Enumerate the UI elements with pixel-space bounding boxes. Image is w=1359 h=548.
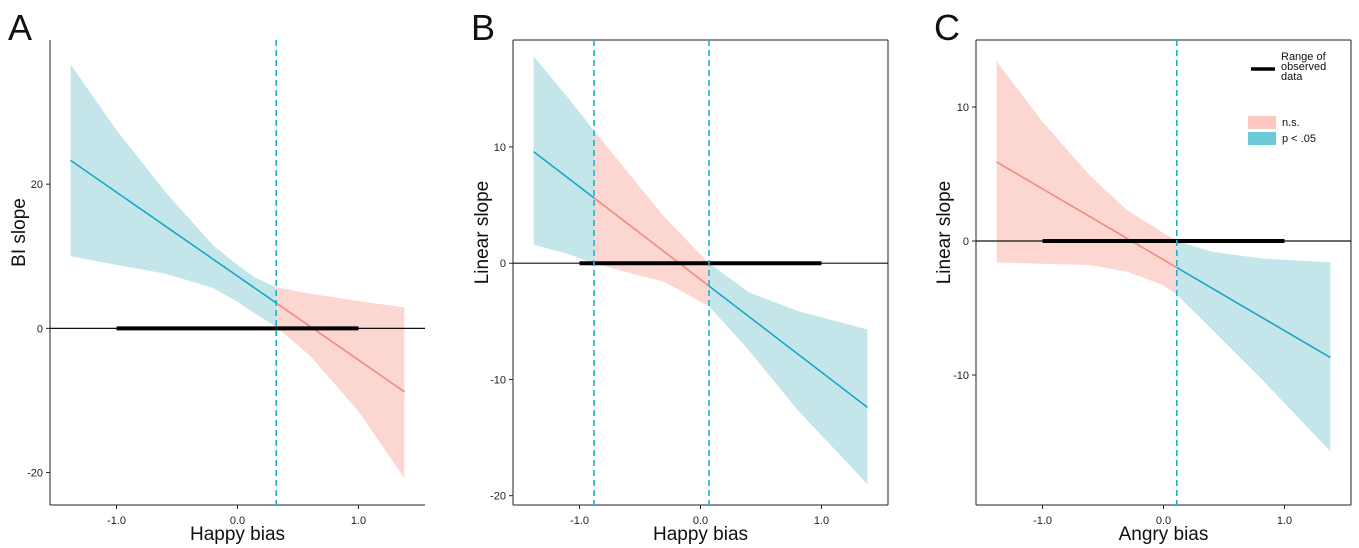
y-tick-label: -20: [490, 491, 506, 503]
y-tick-label: 10: [494, 142, 506, 154]
legend-range-label: Range of: [1281, 51, 1327, 63]
panel-letter: B: [471, 7, 495, 48]
y-axis-title: Linear slope: [472, 181, 493, 285]
significant-band-3: [709, 263, 868, 485]
significant-slope-line-1: [533, 150, 595, 199]
panel-c: -1.0 0.0 1.0 -10 0 10 C Angry bias Linear slope: [934, 7, 1352, 545]
x-tick-label: -1.0: [1033, 515, 1052, 527]
y-tick-label: 20: [31, 179, 43, 191]
nonsignificant-band-1: [996, 61, 1177, 295]
legend-swatch: [1248, 116, 1276, 129]
x-tick-label: -1.0: [107, 515, 126, 527]
significant-slope-line-1: [70, 159, 277, 304]
x-tick-label: 0.0: [230, 515, 245, 527]
panel-letter: C: [934, 7, 960, 48]
x-tick-label: 1.0: [1277, 515, 1292, 527]
significant-slope-line-2: [1176, 266, 1331, 359]
y-tick-label: 0: [37, 323, 43, 335]
legend-item-label: n.s.: [1282, 117, 1300, 129]
x-axis-title: Happy bias: [653, 524, 748, 545]
legend-swatch: [1248, 132, 1276, 145]
significant-slope-line-3: [708, 285, 868, 408]
significant-band-1: [70, 64, 277, 327]
x-axis-title: Happy bias: [190, 524, 285, 545]
panel-a: -1.0 0.0 1.0 -20 0 20 A Happy bias BI slope: [8, 7, 425, 545]
nonsignificant-band-2: [594, 130, 709, 307]
y-tick-label: -10: [953, 370, 969, 382]
y-tick-label: 0: [963, 236, 969, 248]
legend-range-label: observed: [1281, 61, 1326, 73]
x-tick-label: 1.0: [351, 515, 366, 527]
y-tick-label: -10: [490, 374, 506, 386]
significant-band-2: [1176, 241, 1331, 452]
x-axis-title: Angry bias: [1119, 524, 1209, 545]
y-tick-label: 0: [500, 258, 506, 270]
y-axis-title: Linear slope: [934, 181, 955, 285]
panel-b: -1.0 0.0 1.0 -20 -10 0 10 B Happy bias Linear slo…: [471, 7, 889, 545]
panel-letter: A: [8, 7, 32, 48]
legend-item-label: p < .05: [1282, 133, 1316, 145]
significant-band-1: [533, 56, 594, 264]
y-axis-title: BI slope: [9, 198, 30, 267]
nonsignificant-slope-line-2: [593, 197, 710, 287]
legend-range-label: data: [1281, 71, 1303, 83]
x-tick-label: 0.0: [1156, 515, 1171, 527]
nonsignificant-slope-line-1: [996, 161, 1178, 269]
nonsignificant-band-2: [276, 287, 405, 479]
y-tick-label: 10: [957, 102, 969, 114]
x-tick-label: 0.0: [693, 515, 708, 527]
nonsignificant-slope-line-2: [275, 302, 405, 393]
y-tick-label: -20: [27, 468, 43, 480]
x-tick-label: 1.0: [814, 515, 829, 527]
x-tick-label: -1.0: [570, 515, 589, 527]
